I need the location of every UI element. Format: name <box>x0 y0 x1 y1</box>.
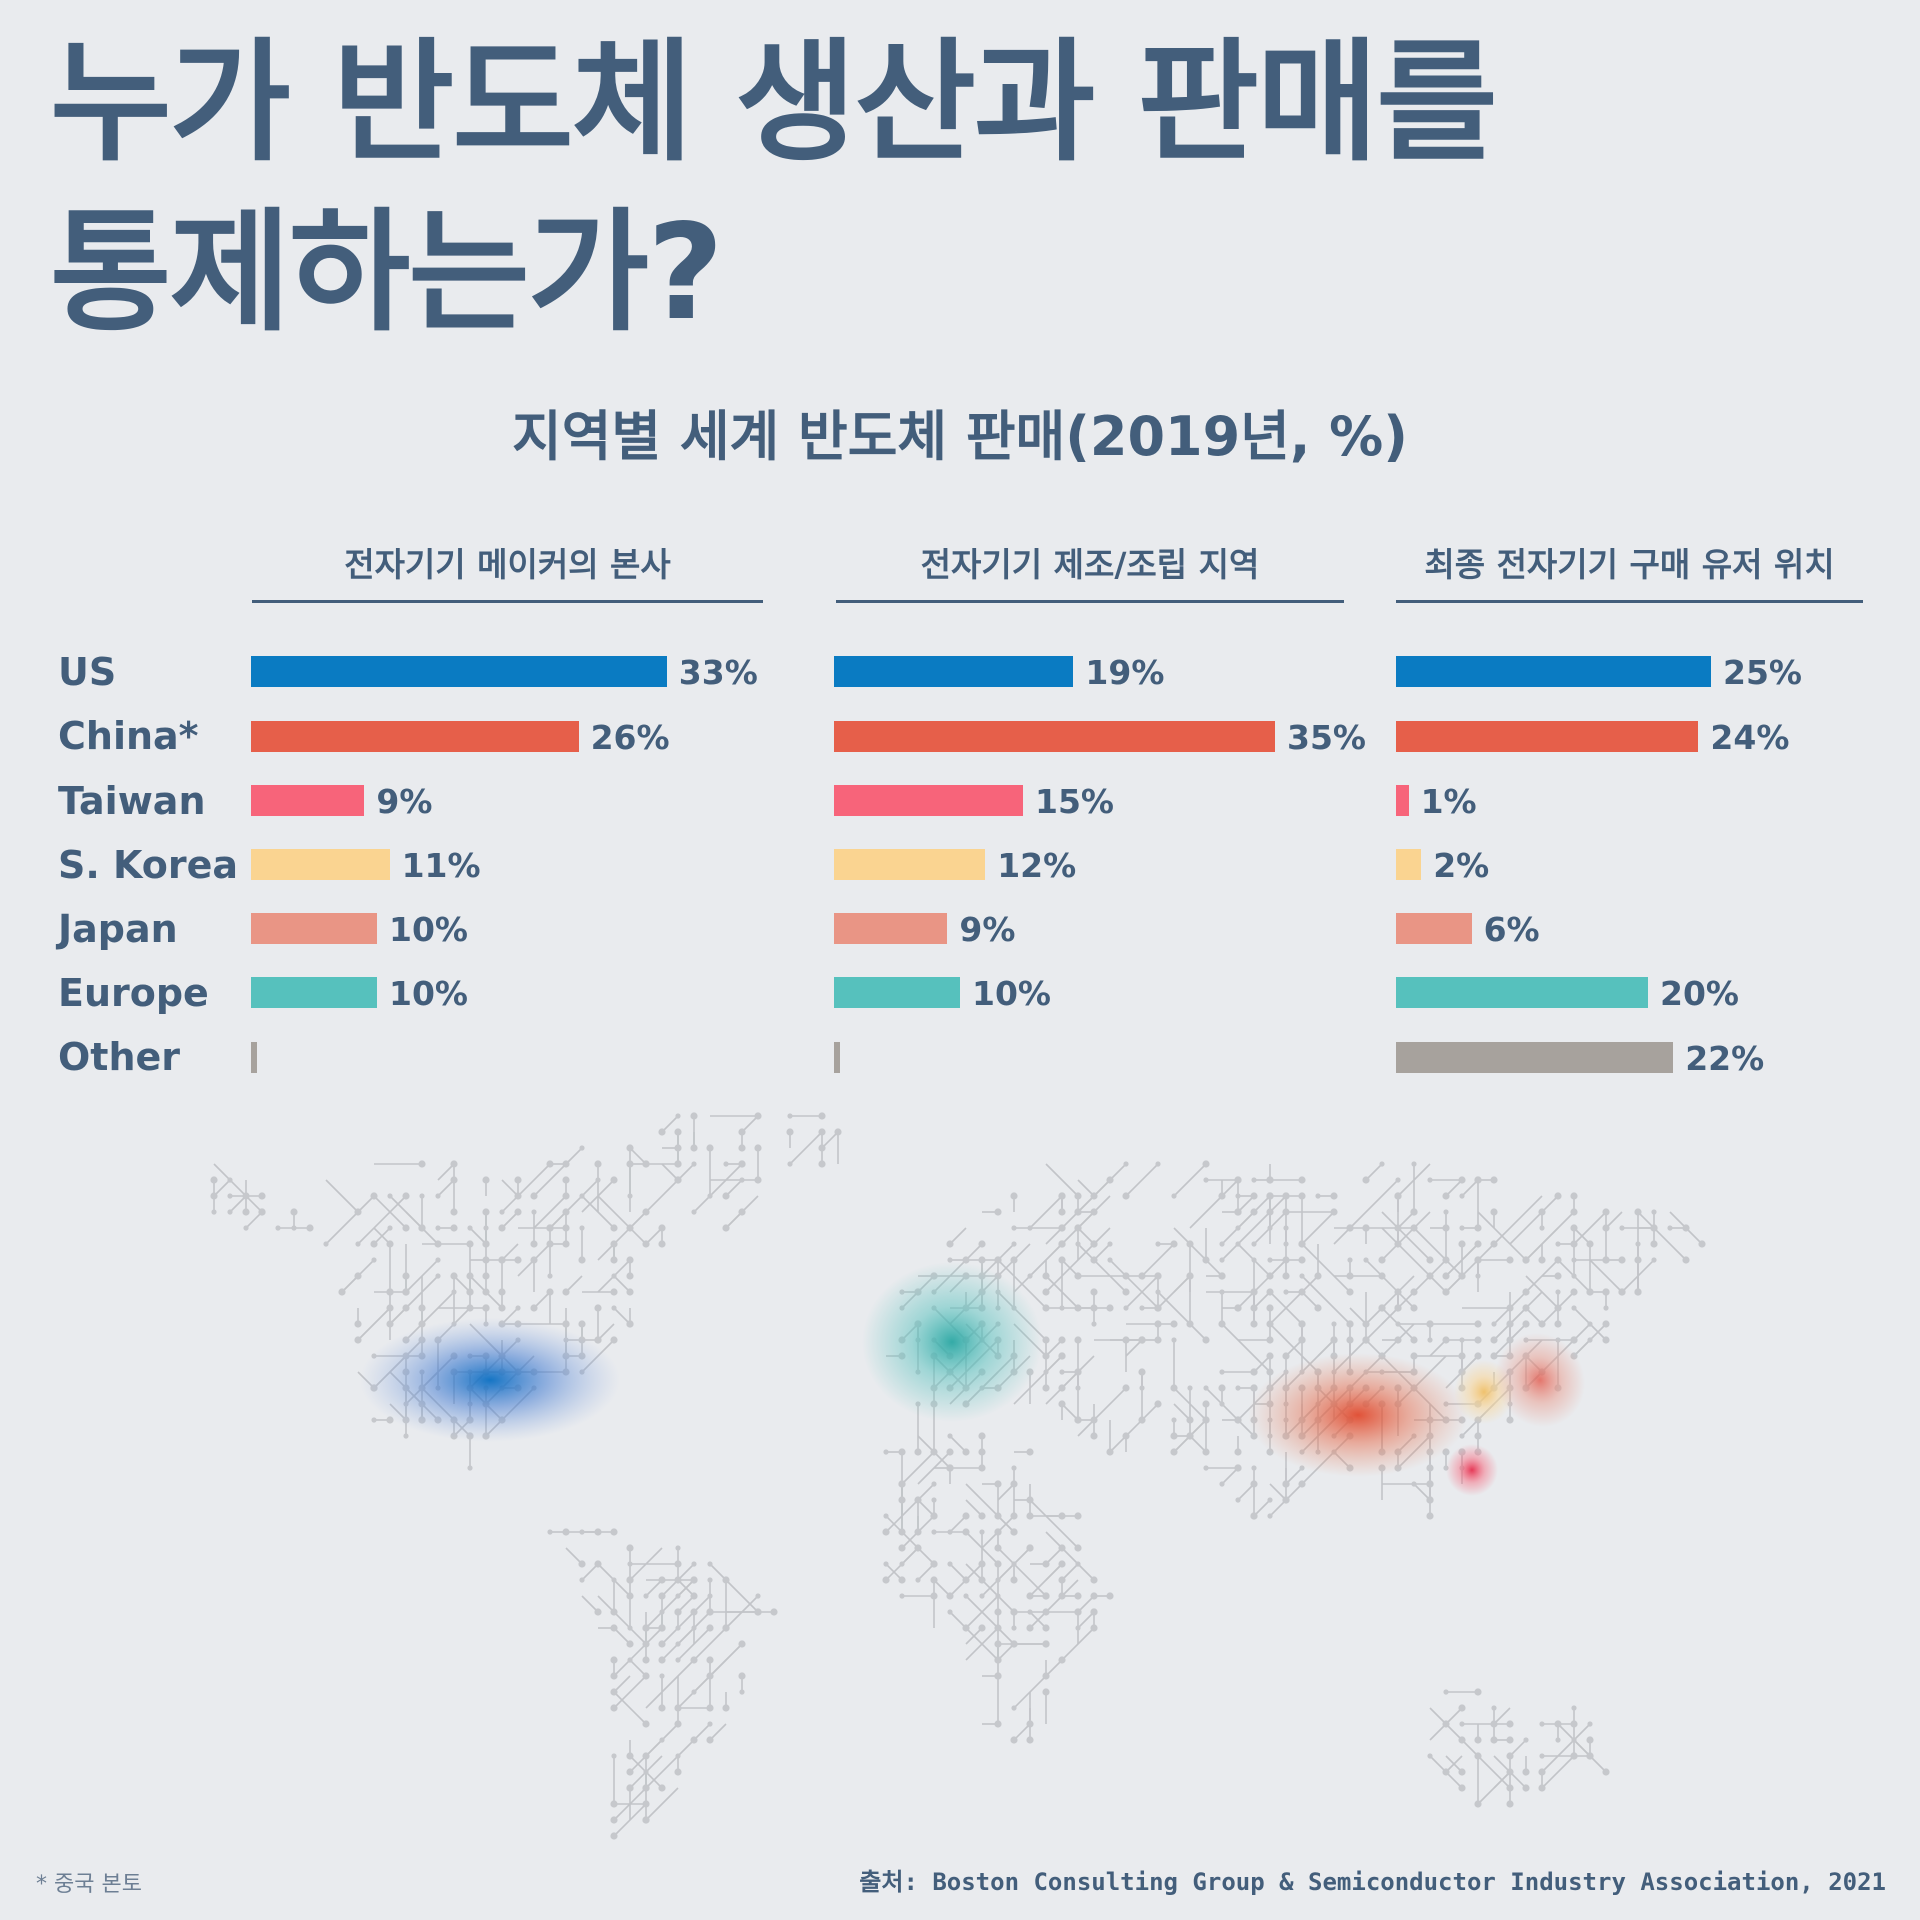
bar-us-3 <box>1396 656 1711 687</box>
bar-value-label: 22% <box>1685 1039 1765 1078</box>
bar-value-label: 35% <box>1287 718 1366 757</box>
bar-europe-3 <box>1396 977 1648 1008</box>
bar-taiwan-1 <box>251 785 365 816</box>
bar-value-label: 15% <box>1035 782 1114 821</box>
bar-value-label: 26% <box>590 718 670 757</box>
bar-europe-1 <box>251 977 377 1008</box>
category-label: Europe <box>58 971 209 1015</box>
bar-other-3 <box>1396 1042 1674 1073</box>
world-circuit-map <box>210 1112 1706 1840</box>
panel-header-hq: 전자기기 메이커의 본사 <box>252 540 763 603</box>
bar-skorea-1 <box>251 849 390 880</box>
bar-other-1 <box>251 1042 258 1073</box>
bar-value-label: 6% <box>1483 910 1540 949</box>
hotspot-china <box>1248 1353 1468 1477</box>
bar-china-2 <box>834 721 1275 752</box>
bar-value-label: 10% <box>389 974 468 1013</box>
footnote: * 중국 본토 <box>36 1872 142 1897</box>
hotspot-taiwan <box>1446 1444 1498 1496</box>
category-label: Japan <box>58 907 178 951</box>
bar-value-label: 11% <box>401 846 481 885</box>
page-title: 누가 반도체 생산과 판매를 통제하는가? <box>50 18 1850 358</box>
category-label: Taiwan <box>58 779 206 823</box>
bar-skorea-3 <box>1396 849 1422 880</box>
bar-value-label: 9% <box>959 910 1016 949</box>
hotspot-us <box>360 1318 620 1442</box>
bar-value-label: 33% <box>678 653 758 692</box>
bar-value-label: 2% <box>1433 846 1490 885</box>
hotspot-japan <box>1494 1332 1586 1428</box>
bar-china-1 <box>251 721 579 752</box>
bar-value-label: 10% <box>972 974 1051 1013</box>
bar-us-2 <box>834 656 1074 687</box>
title-line-1: 누가 반도체 생산과 판매를 <box>50 26 1498 180</box>
bar-value-label: 24% <box>1710 718 1790 757</box>
bar-value-label: 1% <box>1420 782 1477 821</box>
bar-taiwan-3 <box>1396 785 1409 816</box>
bar-taiwan-2 <box>834 785 1023 816</box>
bar-value-label: 12% <box>997 846 1077 885</box>
panel-header-assembly: 전자기기 제조/조립 지역 <box>836 540 1344 603</box>
category-label: S. Korea <box>58 843 239 887</box>
category-label: Other <box>58 1035 181 1079</box>
category-label: US <box>58 650 117 694</box>
hotspot-europe <box>862 1262 1042 1422</box>
bar-other-2 <box>834 1042 841 1073</box>
bar-value-label: 25% <box>1723 653 1802 692</box>
bar-value-label: 10% <box>389 910 468 949</box>
bar-japan-1 <box>251 913 377 944</box>
bar-value-label: 19% <box>1085 653 1165 692</box>
bar-europe-2 <box>834 977 960 1008</box>
panel-header-end-user: 최종 전자기기 구매 유저 위치 <box>1396 540 1863 603</box>
bar-us-1 <box>251 656 667 687</box>
bar-japan-2 <box>834 913 948 944</box>
bar-value-label: 9% <box>376 782 433 821</box>
source-citation: 출처: Boston Consulting Group & Semiconduc… <box>859 1868 1886 1896</box>
title-line-2: 통제하는가? <box>50 196 724 350</box>
bar-japan-3 <box>1396 913 1472 944</box>
bar-skorea-2 <box>834 849 986 880</box>
bar-value-label: 20% <box>1660 974 1739 1013</box>
bar-china-3 <box>1396 721 1699 752</box>
category-label: China* <box>58 714 199 758</box>
chart-title: 지역별 세계 반도체 판매(2019년, %) <box>512 405 1408 468</box>
